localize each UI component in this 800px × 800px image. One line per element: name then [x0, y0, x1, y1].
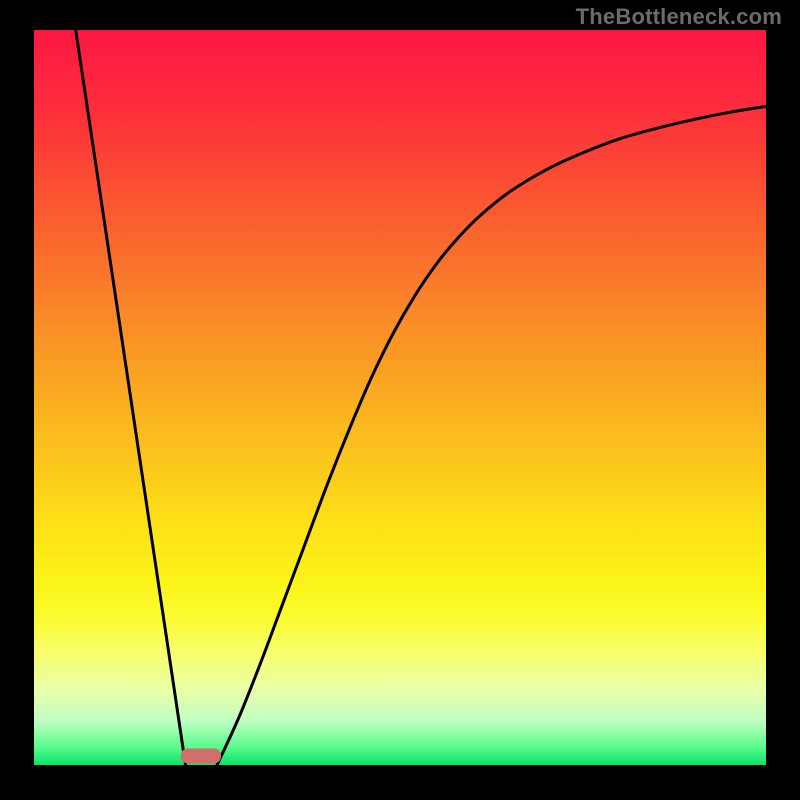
plot-area: [34, 30, 766, 765]
valley-marker: [181, 749, 221, 764]
gradient-background: [34, 30, 766, 765]
plot-svg: [34, 30, 766, 765]
watermark-text: TheBottleneck.com: [576, 4, 782, 30]
chart-frame: TheBottleneck.com: [0, 0, 800, 800]
